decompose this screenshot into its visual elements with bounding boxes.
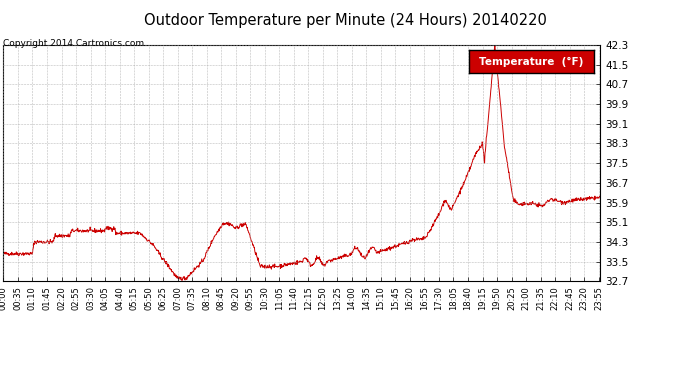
Text: Copyright 2014 Cartronics.com: Copyright 2014 Cartronics.com [3,39,145,48]
Text: Outdoor Temperature per Minute (24 Hours) 20140220: Outdoor Temperature per Minute (24 Hours… [144,13,546,28]
